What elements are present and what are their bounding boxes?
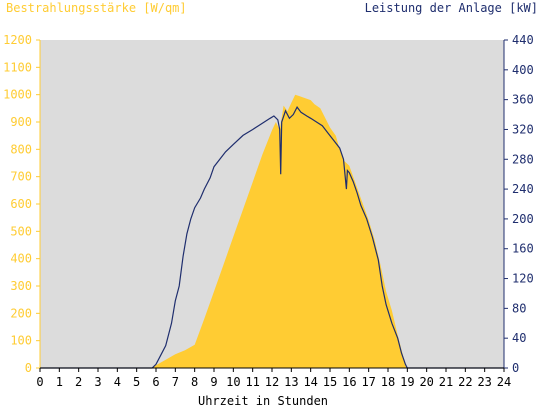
- x-tick-label: 12: [265, 375, 279, 389]
- left-tick-label: 100: [10, 334, 32, 348]
- right-tick-label: 280: [512, 152, 534, 166]
- x-tick-label: 22: [458, 375, 472, 389]
- left-tick-label: 700: [10, 170, 32, 184]
- left-tick-label: 200: [10, 306, 32, 320]
- axes-layer: 0100200300400500600700800900100011001200…: [3, 33, 534, 389]
- x-axis-title: Uhrzeit in Stunden: [198, 394, 328, 408]
- x-tick-label: 17: [361, 375, 375, 389]
- x-tick-label: 8: [191, 375, 198, 389]
- x-tick-label: 7: [172, 375, 179, 389]
- right-axis-title: Leistung der Anlage [kW]: [365, 1, 538, 15]
- power-line: [40, 105, 504, 369]
- irradiance-area: [40, 94, 504, 368]
- right-tick-label: 200: [512, 212, 534, 226]
- left-tick-label: 300: [10, 279, 32, 293]
- x-tick-label: 1: [56, 375, 63, 389]
- x-tick-label: 21: [439, 375, 453, 389]
- right-tick-label: 320: [512, 122, 534, 136]
- x-tick-label: 19: [400, 375, 414, 389]
- right-tick-label: 240: [512, 182, 534, 196]
- x-tick-label: 10: [226, 375, 240, 389]
- left-tick-label: 0: [25, 361, 32, 375]
- x-tick-label: 3: [94, 375, 101, 389]
- x-tick-label: 20: [419, 375, 433, 389]
- left-tick-label: 1100: [3, 60, 32, 74]
- series-layer: [40, 94, 504, 369]
- left-axis-title: Bestrahlungsstärke [W/qm]: [6, 1, 187, 15]
- left-tick-label: 1200: [3, 33, 32, 47]
- x-tick-label: 16: [342, 375, 356, 389]
- x-tick-label: 6: [152, 375, 159, 389]
- right-tick-label: 440: [512, 33, 534, 47]
- x-tick-label: 15: [323, 375, 337, 389]
- x-tick-label: 13: [284, 375, 298, 389]
- x-tick-label: 9: [210, 375, 217, 389]
- x-tick-label: 18: [381, 375, 395, 389]
- right-tick-label: 80: [512, 301, 526, 315]
- x-tick-label: 4: [114, 375, 121, 389]
- x-tick-label: 24: [497, 375, 511, 389]
- left-tick-label: 1000: [3, 88, 32, 102]
- x-tick-label: 0: [36, 375, 43, 389]
- right-tick-label: 400: [512, 63, 534, 77]
- left-tick-label: 500: [10, 224, 32, 238]
- left-tick-label: 400: [10, 252, 32, 266]
- x-tick-label: 14: [303, 375, 317, 389]
- right-tick-label: 120: [512, 272, 534, 286]
- right-tick-label: 40: [512, 331, 526, 345]
- left-tick-label: 900: [10, 115, 32, 129]
- right-tick-label: 360: [512, 93, 534, 107]
- x-tick-label: 11: [245, 375, 259, 389]
- left-tick-label: 600: [10, 197, 32, 211]
- x-tick-label: 2: [75, 375, 82, 389]
- left-tick-label: 800: [10, 142, 32, 156]
- x-tick-label: 5: [133, 375, 140, 389]
- right-tick-label: 160: [512, 242, 534, 256]
- right-tick-label: 0: [512, 361, 519, 375]
- x-tick-label: 23: [477, 375, 491, 389]
